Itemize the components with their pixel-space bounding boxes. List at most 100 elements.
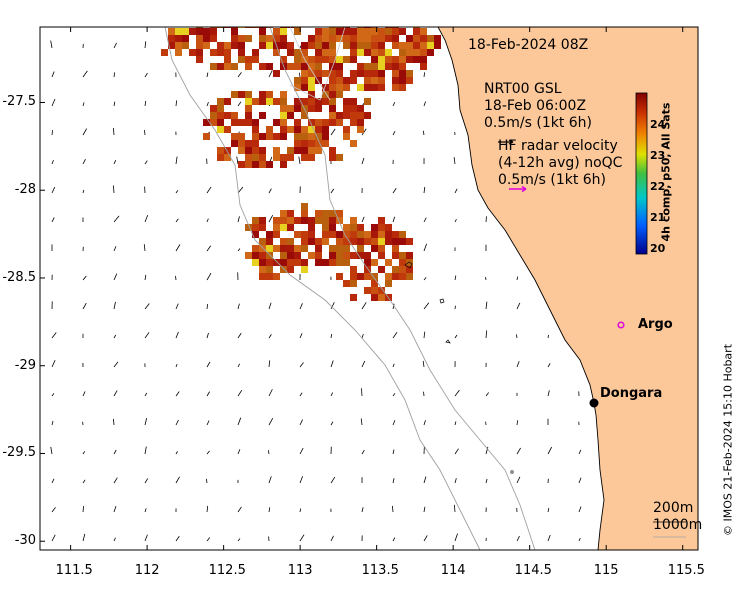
current-vector (547, 446, 553, 455)
sst-pixel (301, 245, 308, 252)
sst-pixel (259, 238, 266, 245)
sst-pixel (329, 77, 336, 84)
sst-pixel (350, 70, 357, 77)
current-vector (237, 72, 242, 78)
sst-pixel (224, 49, 231, 56)
sst-pixel (343, 126, 350, 133)
current-vector (175, 100, 178, 107)
current-vector (51, 332, 57, 339)
sst-pixel (280, 105, 287, 112)
current-vector (144, 274, 147, 281)
current-vector (51, 159, 54, 165)
sst-pixel (399, 77, 406, 84)
sst-pixel (406, 35, 413, 42)
sst-pixel (378, 42, 385, 49)
current-vector (144, 129, 146, 136)
sst-pixel (364, 42, 371, 49)
current-vector (144, 332, 150, 339)
current-vector (423, 331, 426, 339)
sst-pixel (378, 35, 385, 42)
current-vector (237, 538, 241, 542)
sst-pixel (343, 224, 350, 231)
current-vector (330, 535, 334, 542)
current-vector (51, 478, 55, 484)
current-vector (454, 389, 460, 397)
current-vector (51, 393, 55, 397)
sst-pixel (238, 42, 245, 49)
island-2 (439, 298, 445, 304)
current-vector (516, 302, 521, 310)
sst-pixel (252, 133, 259, 140)
x-tick-label: 115.5 (667, 563, 705, 578)
current-vector (206, 505, 209, 513)
sst-pixel (343, 77, 350, 84)
sst-pixel (392, 238, 399, 245)
current-vector (113, 301, 116, 310)
current-vector (423, 535, 428, 542)
sst-pixel (294, 119, 301, 126)
current-vector (82, 505, 85, 513)
current-vector (82, 70, 88, 78)
current-vector (299, 476, 304, 484)
sst-pixel (378, 63, 385, 70)
current-vector (113, 273, 118, 281)
sst-pixel (385, 63, 392, 70)
sst-pixel (280, 126, 287, 133)
sst-pixel (350, 119, 357, 126)
sst-pixel (350, 35, 357, 42)
sst-pixel (224, 147, 231, 154)
sst-pixel (273, 70, 280, 77)
sst-pixel (343, 84, 350, 91)
current-vector (144, 215, 149, 223)
current-vector (330, 128, 336, 136)
sst-pixel (371, 238, 378, 245)
current-vector (206, 72, 209, 78)
sst-pixel (434, 35, 441, 42)
sst-pixel (392, 35, 399, 42)
sst-pixel (371, 294, 378, 301)
sst-pixel (343, 98, 350, 105)
sst-pixel (371, 280, 378, 287)
sst-pixel (287, 14, 294, 21)
sst-pixel (210, 35, 217, 42)
sst-pixel (217, 147, 224, 154)
sst-pixel (245, 140, 252, 147)
sst-pixel (329, 252, 336, 259)
sst-pixel (308, 84, 315, 91)
sst-pixel (343, 42, 350, 49)
current-vector (82, 533, 86, 542)
current-vector (82, 451, 86, 455)
sst-pixel (287, 210, 294, 217)
sst-pixel (399, 84, 406, 91)
current-vector (51, 98, 56, 107)
sst-pixel (357, 231, 364, 238)
map-date-title: 18-Feb-2024 08Z (468, 37, 589, 53)
sst-pixel (301, 112, 308, 119)
sst-pixel (287, 245, 294, 252)
sst-pixel (259, 112, 266, 119)
current-vector (175, 156, 178, 165)
current-vector (361, 388, 363, 397)
sst-pixel (259, 133, 266, 140)
sst-pixel (252, 224, 259, 231)
sst-pixel (392, 231, 399, 238)
sst-pixel (336, 91, 343, 98)
sst-pixel (259, 245, 266, 252)
x-tick-label: 113.5 (361, 563, 399, 578)
sst-pixel (336, 63, 343, 70)
sst-pixel (371, 287, 378, 294)
sst-pixel (357, 35, 364, 42)
colorbar-gradient (635, 92, 648, 255)
current-vector (454, 421, 457, 426)
sst-pixel (336, 210, 343, 217)
sst-pixel (364, 84, 371, 91)
sst-pixel (322, 42, 329, 49)
sst-pixel (294, 84, 301, 91)
current-vector (206, 101, 209, 107)
sst-pixel (378, 56, 385, 63)
sst-pixel (238, 35, 245, 42)
argo-marker (617, 321, 625, 329)
sst-pixel (378, 217, 385, 224)
current-vector (299, 419, 303, 426)
sst-pixel (315, 49, 322, 56)
